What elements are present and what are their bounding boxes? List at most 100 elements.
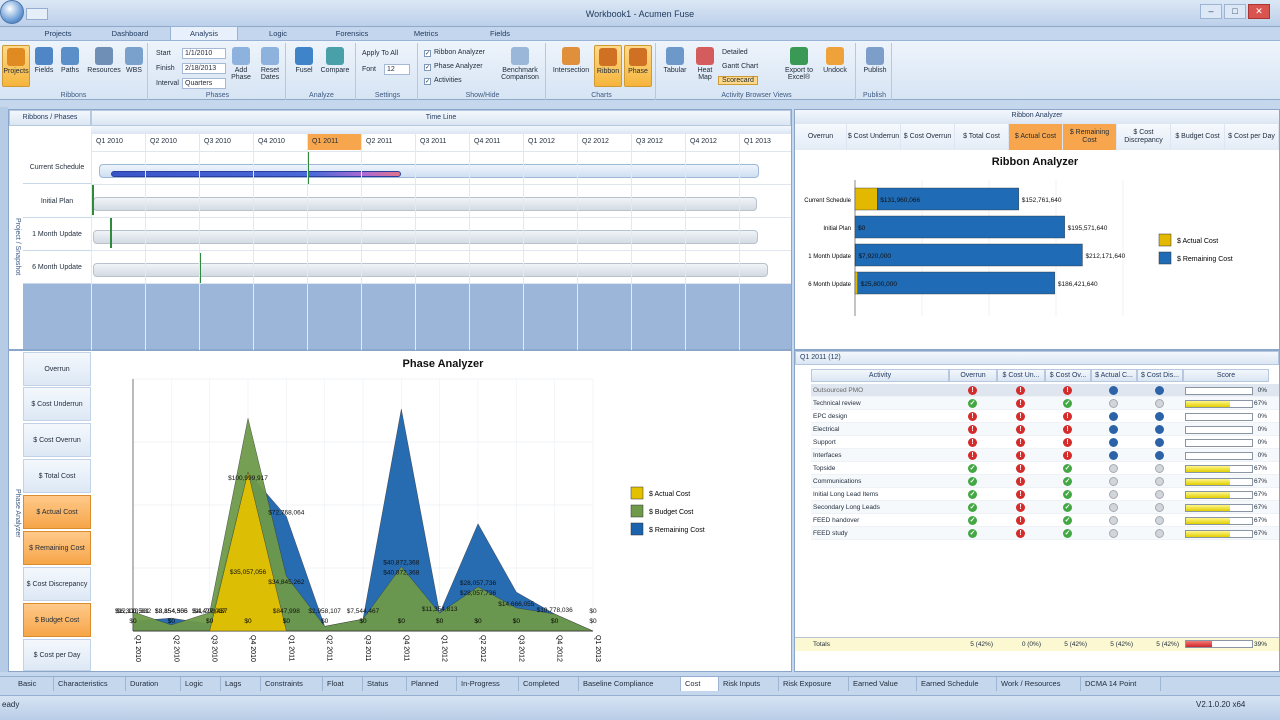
activity-name[interactable]: Secondary Long Leads: [813, 504, 880, 511]
row-6-month-update[interactable]: 6 Month Update: [23, 251, 91, 284]
column-header[interactable]: $ Cost Dis...: [1137, 369, 1183, 382]
activity-name[interactable]: Topside: [813, 465, 836, 472]
phase-analyzer-checkbox[interactable]: ✓ Phase Analyzer: [424, 63, 483, 71]
apply-to-all-button[interactable]: Apply To All: [362, 50, 399, 57]
metric-cost-discrepancy[interactable]: $ Cost Discrepancy: [23, 567, 91, 601]
quarter-header[interactable]: Q1 2012: [523, 134, 577, 150]
tab-work-resources[interactable]: Work / Resources: [997, 677, 1081, 691]
1-month-update-bar[interactable]: [93, 230, 758, 244]
app-menu-button[interactable]: [0, 0, 24, 24]
activity-name[interactable]: FEED study: [813, 530, 848, 537]
tab-baseline-compliance[interactable]: Baseline Compliance: [579, 677, 681, 691]
wbs-ribbon-button[interactable]: WBS: [120, 45, 148, 87]
tab-duration[interactable]: Duration: [126, 677, 181, 691]
paths-ribbon-button[interactable]: Paths: [56, 45, 84, 87]
metric-cost-overrun[interactable]: $ Cost Overrun: [23, 423, 91, 457]
fusel-button[interactable]: Fusel: [290, 45, 318, 87]
activity-name[interactable]: Interfaces: [813, 452, 842, 459]
ra-col-budget-cost[interactable]: $ Budget Cost: [1171, 124, 1225, 150]
tab-lags[interactable]: Lags: [221, 677, 261, 691]
tab-forensics[interactable]: Forensics: [335, 29, 369, 38]
metric-overrun[interactable]: Overrun: [23, 352, 91, 386]
start-date-field[interactable]: 1/1/2010: [182, 48, 226, 59]
tab-logic[interactable]: Logic: [269, 29, 287, 38]
tab-float[interactable]: Float: [323, 677, 363, 691]
tab-logic[interactable]: Logic: [181, 677, 221, 691]
tab-earned-value[interactable]: Earned Value: [849, 677, 917, 691]
undock-button[interactable]: Undock: [820, 45, 850, 87]
quarter-header[interactable]: Q1 2013: [739, 134, 793, 150]
ra-col-cost-underrun[interactable]: $ Cost Underrun: [847, 124, 901, 150]
quarter-header[interactable]: Q4 2012: [685, 134, 739, 150]
maximize-button[interactable]: □: [1224, 4, 1246, 19]
phase-chart-button[interactable]: Phase: [624, 45, 652, 87]
scorecard-button[interactable]: Scorecard: [718, 76, 758, 85]
activities-checkbox[interactable]: ✓ Activities: [424, 77, 462, 85]
tab-in-progress[interactable]: In-Progress: [457, 677, 519, 691]
column-header[interactable]: $ Cost Un...: [997, 369, 1045, 382]
tab-risk-exposure[interactable]: Risk Exposure: [779, 677, 849, 691]
tab-completed[interactable]: Completed: [519, 677, 579, 691]
tab-dashboard[interactable]: Dashboard: [111, 29, 149, 38]
ribbon-analyzer-checkbox[interactable]: ✓ Ribbon Analyzer: [424, 49, 485, 57]
quarter-header[interactable]: Q2 2010: [145, 134, 199, 150]
metric-budget-cost[interactable]: $ Budget Cost: [23, 603, 91, 637]
tab-fields[interactable]: Fields: [489, 29, 510, 38]
activity-name[interactable]: FEED handover: [813, 517, 860, 524]
projects-ribbon-button[interactable]: Projects: [2, 45, 30, 87]
interval-select[interactable]: Quarters: [182, 78, 226, 89]
quarter-header[interactable]: Q2 2012: [577, 134, 631, 150]
tab-basic[interactable]: Basic: [14, 677, 54, 691]
heat-map-button[interactable]: Heat Map: [692, 45, 718, 87]
column-header[interactable]: Overrun: [949, 369, 997, 382]
publish-button[interactable]: Publish: [860, 45, 890, 87]
tab-cost[interactable]: Cost: [681, 677, 719, 691]
compare-button[interactable]: Compare: [318, 45, 352, 87]
gantt-chart-button[interactable]: Gantt Chart: [722, 63, 759, 70]
ra-col-cost-discrepancy[interactable]: $ Cost Discrepancy: [1117, 124, 1171, 150]
tabular-view-button[interactable]: Tabular: [660, 45, 690, 87]
activity-name[interactable]: EPC design: [813, 413, 848, 420]
row-current-schedule[interactable]: Current Schedule: [23, 152, 91, 184]
ra-col-actual-cost[interactable]: $ Actual Cost: [1009, 124, 1063, 150]
tab-risk-inputs[interactable]: Risk Inputs: [719, 677, 779, 691]
ra-col-remaining-cost[interactable]: $ Remaining Cost: [1063, 124, 1117, 150]
quarter-header[interactable]: Q4 2010: [253, 134, 307, 150]
activity-name[interactable]: Support: [813, 439, 836, 446]
tab-constraints[interactable]: Constraints: [261, 677, 323, 691]
activity-name[interactable]: Technical review: [813, 400, 861, 407]
ra-col-cost-overrun[interactable]: $ Cost Overrun: [901, 124, 955, 150]
metric-cost-per-day[interactable]: $ Cost per Day: [23, 639, 91, 671]
column-header[interactable]: Score: [1183, 369, 1269, 382]
ra-col-overrun[interactable]: Overrun: [795, 124, 847, 150]
tab-earned-schedule[interactable]: Earned Schedule: [917, 677, 997, 691]
initial-plan-bar[interactable]: [93, 197, 757, 211]
tab-metrics[interactable]: Metrics: [413, 29, 439, 38]
quarter-header[interactable]: Q3 2011: [415, 134, 469, 150]
tab-characteristics[interactable]: Characteristics: [54, 677, 126, 691]
quarter-header[interactable]: Q1 2010: [91, 134, 145, 150]
column-header[interactable]: $ Actual C...: [1091, 369, 1137, 382]
finish-date-field[interactable]: 2/18/2013: [182, 63, 226, 74]
add-phase-button[interactable]: Add Phase: [228, 45, 254, 87]
tab-projects[interactable]: Projects: [44, 29, 72, 38]
resources-ribbon-button[interactable]: Resources: [86, 45, 122, 87]
quarter-header[interactable]: Q3 2010: [199, 134, 253, 150]
column-header[interactable]: Activity: [811, 369, 949, 382]
font-size-select[interactable]: 12: [384, 64, 410, 75]
quarter-header[interactable]: Q2 2011: [361, 134, 415, 150]
activity-name[interactable]: Outsourced PMO: [813, 387, 864, 394]
export-excel-button[interactable]: Export to Excel®: [780, 45, 818, 87]
tab-planned[interactable]: Planned: [407, 677, 457, 691]
fields-ribbon-button[interactable]: Fields: [30, 45, 58, 87]
ribbon-chart-button[interactable]: Ribbon: [594, 45, 622, 87]
reset-dates-button[interactable]: Reset Dates: [256, 45, 284, 87]
metric-actual-cost[interactable]: $ Actual Cost: [23, 495, 91, 529]
minimize-button[interactable]: –: [1200, 4, 1222, 19]
6-month-update-bar[interactable]: [93, 263, 768, 277]
ra-col-cost-per-day[interactable]: $ Cost per Day: [1225, 124, 1279, 150]
row-1-month-update[interactable]: 1 Month Update: [23, 218, 91, 251]
quarter-header[interactable]: Q4 2011: [469, 134, 523, 150]
benchmark-comparison-button[interactable]: Benchmark Comparison: [496, 45, 544, 87]
quick-access-save-icon[interactable]: [26, 8, 48, 20]
